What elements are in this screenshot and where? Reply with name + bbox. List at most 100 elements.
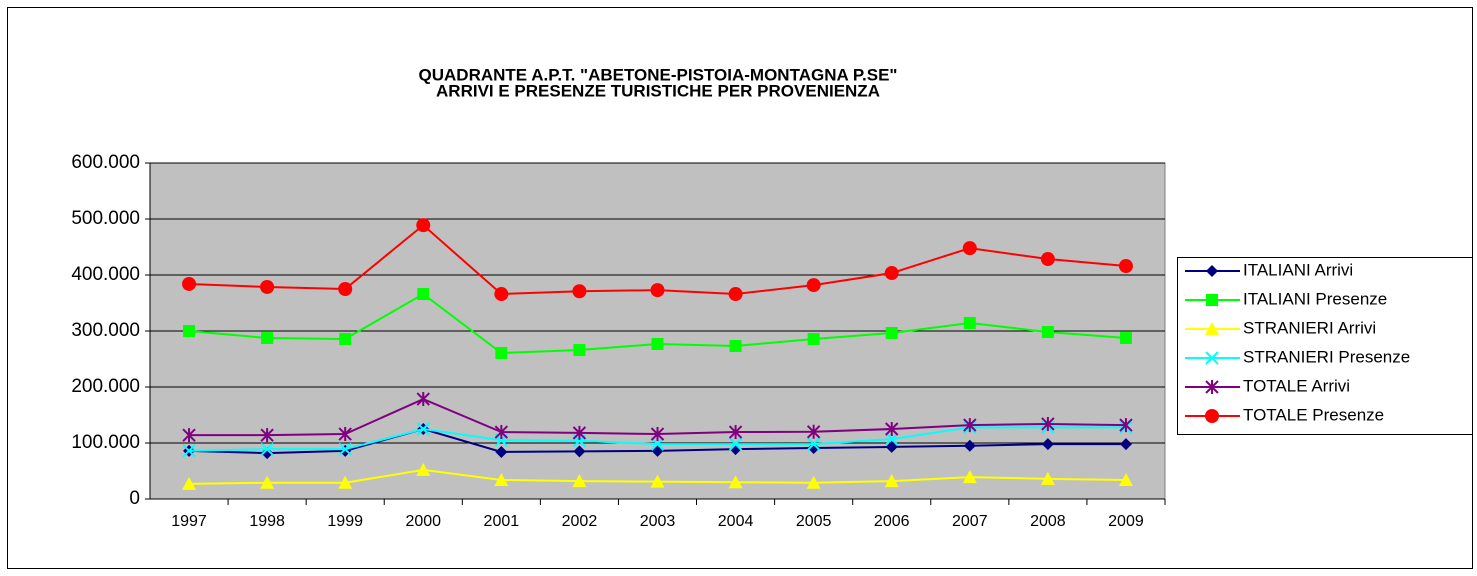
marker xyxy=(183,325,196,337)
marker xyxy=(728,287,743,302)
marker xyxy=(1041,416,1055,431)
marker xyxy=(573,445,586,458)
marker xyxy=(962,241,977,256)
legend-label: STRANIERI Presenze xyxy=(1243,347,1410,366)
legend-label: TOTALE Arrivi xyxy=(1243,376,1350,395)
marker xyxy=(182,476,197,490)
marker xyxy=(572,284,587,299)
marker xyxy=(338,442,352,456)
marker xyxy=(807,333,820,346)
marker xyxy=(261,332,274,344)
marker xyxy=(1041,438,1054,451)
marker xyxy=(1205,380,1219,394)
marker xyxy=(182,276,197,291)
marker xyxy=(416,422,430,436)
legend-label: ITALIANI Presenze xyxy=(1243,289,1387,308)
marker xyxy=(885,422,899,436)
marker xyxy=(1119,332,1132,344)
marker xyxy=(963,439,976,452)
marker xyxy=(1206,265,1218,277)
chart-title: ARRIVI E PRESENZE TURISTICHE PER PROVENI… xyxy=(436,81,880,100)
marker xyxy=(884,474,899,488)
x-tick-label: 2006 xyxy=(874,513,910,530)
marker xyxy=(963,418,977,433)
x-tick-label: 2002 xyxy=(562,513,598,530)
x-tick-label: 1997 xyxy=(171,513,207,530)
marker xyxy=(650,283,665,298)
x-tick-label: 1998 xyxy=(249,513,285,530)
legend-label: TOTALE Presenze xyxy=(1243,405,1384,424)
marker xyxy=(651,337,664,350)
marker xyxy=(573,344,586,357)
marker xyxy=(1119,438,1132,451)
legend xyxy=(1177,257,1473,435)
marker xyxy=(494,287,509,302)
marker xyxy=(416,392,430,407)
marker xyxy=(416,462,431,476)
marker xyxy=(1118,259,1133,274)
x-tick-label: 2008 xyxy=(1030,513,1066,530)
marker xyxy=(494,472,509,486)
marker xyxy=(885,432,899,446)
y-tick-label: 400.000 xyxy=(71,264,140,285)
x-tick-label: 2007 xyxy=(952,513,988,530)
marker xyxy=(339,333,352,346)
x-tick-label: 2009 xyxy=(1108,513,1144,530)
marker xyxy=(495,445,508,458)
marker xyxy=(650,437,665,451)
chart-title: QUADRANTE A.P.T. "ABETONE-PISTOIA-MONTAG… xyxy=(419,65,898,84)
marker xyxy=(1118,472,1133,486)
x-tick-label: 2000 xyxy=(405,513,441,530)
marker xyxy=(1205,351,1219,365)
marker xyxy=(806,437,821,451)
marker xyxy=(417,288,430,301)
marker xyxy=(338,282,353,296)
y-tick-label: 300.000 xyxy=(71,320,140,341)
marker xyxy=(806,475,821,489)
x-tick-label: 2003 xyxy=(640,513,676,530)
marker xyxy=(650,427,665,442)
marker xyxy=(885,327,898,340)
marker xyxy=(260,442,274,456)
marker xyxy=(729,340,742,353)
marker xyxy=(884,266,899,281)
x-tick-label: 2004 xyxy=(718,513,754,530)
y-tick-label: 500.000 xyxy=(71,208,140,229)
legend-label: ITALIANI Arrivi xyxy=(1243,260,1353,279)
x-tick-label: 2005 xyxy=(796,513,832,530)
marker xyxy=(494,425,509,440)
marker xyxy=(885,440,898,453)
marker xyxy=(806,424,821,439)
marker xyxy=(260,475,275,489)
marker xyxy=(182,444,196,458)
marker xyxy=(728,437,743,451)
y-tick-label: 600.000 xyxy=(71,152,140,173)
marker xyxy=(260,428,274,443)
marker xyxy=(1205,409,1219,423)
marker xyxy=(806,278,821,293)
marker xyxy=(650,474,665,488)
y-tick-label: 100.000 xyxy=(71,432,140,453)
marker xyxy=(962,470,977,484)
x-tick-label: 2001 xyxy=(484,513,520,530)
y-tick-label: 200.000 xyxy=(71,376,140,397)
marker xyxy=(1041,326,1054,339)
legend-label: STRANIERI Arrivi xyxy=(1243,318,1376,337)
marker xyxy=(182,428,196,443)
marker xyxy=(1206,294,1218,306)
marker xyxy=(1040,471,1055,485)
marker xyxy=(260,279,275,294)
marker xyxy=(1040,252,1055,267)
marker xyxy=(963,316,976,329)
marker xyxy=(495,347,508,360)
y-tick-label: 0 xyxy=(129,488,140,509)
marker xyxy=(728,425,743,440)
marker xyxy=(1205,322,1219,335)
marker xyxy=(338,427,352,442)
marker xyxy=(728,475,743,489)
marker xyxy=(572,425,587,440)
marker xyxy=(1119,418,1133,433)
x-tick-label: 1999 xyxy=(327,513,363,530)
marker xyxy=(416,218,431,233)
